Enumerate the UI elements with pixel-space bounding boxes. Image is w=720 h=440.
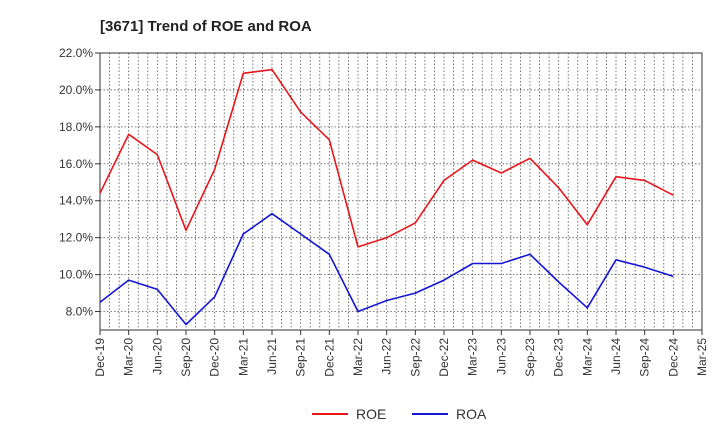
x-tick-label: Mar-25 (695, 338, 709, 376)
x-tick-label: Dec-22 (437, 338, 451, 377)
x-tick-label: Dec-23 (552, 338, 566, 377)
legend-label-roa: ROA (456, 406, 487, 422)
x-axis: Dec-19 Mar-20 Jun-20 Sep-20 Dec-20 Mar-21 Jun-… (93, 330, 709, 377)
x-tick-label: Sep-23 (523, 338, 537, 377)
x-tick-label: Dec-24 (666, 338, 680, 377)
y-axis: 8.0% 10.0% 12.0% 14.0% 16.0% 18.0% 20.0% 22.0% (59, 46, 100, 319)
series-line-roe (99, 68, 674, 248)
x-tick-label: Mar-21 (236, 338, 250, 376)
legend-label-roe: ROE (356, 406, 386, 422)
x-tick-label: Mar-22 (351, 338, 365, 376)
y-tick-label: 10.0% (59, 268, 93, 282)
x-tick-label: Sep-24 (638, 338, 652, 377)
x-tick-label: Jun-21 (265, 338, 279, 375)
x-tick-label: Mar-23 (466, 338, 480, 376)
y-tick-label: 8.0% (66, 305, 94, 319)
x-tick-label: Jun-20 (150, 338, 164, 375)
series-lines (99, 68, 674, 326)
x-tick-label: Sep-20 (179, 338, 193, 377)
plot-area-border (99, 52, 703, 331)
series-line-roa (99, 212, 674, 326)
y-tick-label: 12.0% (59, 231, 93, 245)
x-tick-label: Dec-19 (93, 338, 107, 377)
x-tick-label: Sep-22 (408, 338, 422, 377)
x-tick-label: Dec-20 (208, 338, 222, 377)
x-tick-label: Mar-24 (580, 338, 594, 376)
y-tick-label: 18.0% (59, 120, 93, 134)
y-tick-label: 14.0% (59, 194, 93, 208)
y-tick-label: 16.0% (59, 157, 93, 171)
x-tick-label: Jun-24 (609, 338, 623, 375)
x-tick-label: Jun-23 (494, 338, 508, 375)
y-tick-label: 22.0% (59, 46, 93, 60)
x-tick-label: Sep-21 (294, 338, 308, 377)
x-tick-label: Mar-20 (122, 338, 136, 376)
grid-lines (100, 52, 702, 330)
chart-title: [3671] Trend of ROE and ROA (100, 18, 312, 35)
x-tick-label: Jun-22 (380, 338, 394, 375)
x-tick-label: Dec-21 (322, 338, 336, 377)
legend: ROE ROA (312, 406, 487, 422)
y-tick-label: 20.0% (59, 83, 93, 97)
